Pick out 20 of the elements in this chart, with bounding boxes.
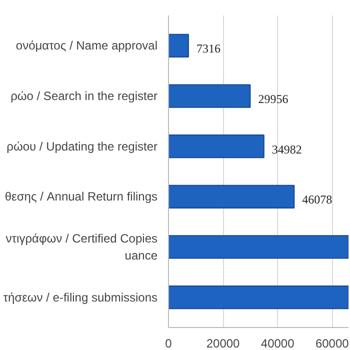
- data-label: 7316: [196, 42, 220, 56]
- x-tick-label: 20000: [206, 336, 240, 350]
- data-label: 34982: [272, 142, 302, 156]
- bar: [168, 84, 251, 108]
- bar: [168, 34, 189, 58]
- data-label: 29956: [258, 92, 288, 106]
- y-tick-label: ρώου / Updating the register: [6, 139, 158, 154]
- bar: [168, 134, 264, 158]
- x-tick-label: 40000: [260, 336, 295, 350]
- y-tick-label: ντιγράφων / Certified Copies uance: [6, 232, 158, 262]
- bar: [168, 285, 348, 310]
- y-tick-label: ονόματος / Name approval: [16, 38, 158, 53]
- bar: [168, 235, 348, 259]
- y-tick-label: τήσεων / e-filing submissions: [3, 290, 158, 304]
- y-tick-label: ρώο / Search in the register: [10, 89, 158, 104]
- x-tick-label: 60000: [315, 336, 350, 350]
- data-label: 46078: [302, 192, 332, 207]
- y-tick-label: θεσης / Annual Return filings: [4, 190, 158, 204]
- x-tick-label: 0: [165, 336, 172, 350]
- bar: [168, 184, 295, 208]
